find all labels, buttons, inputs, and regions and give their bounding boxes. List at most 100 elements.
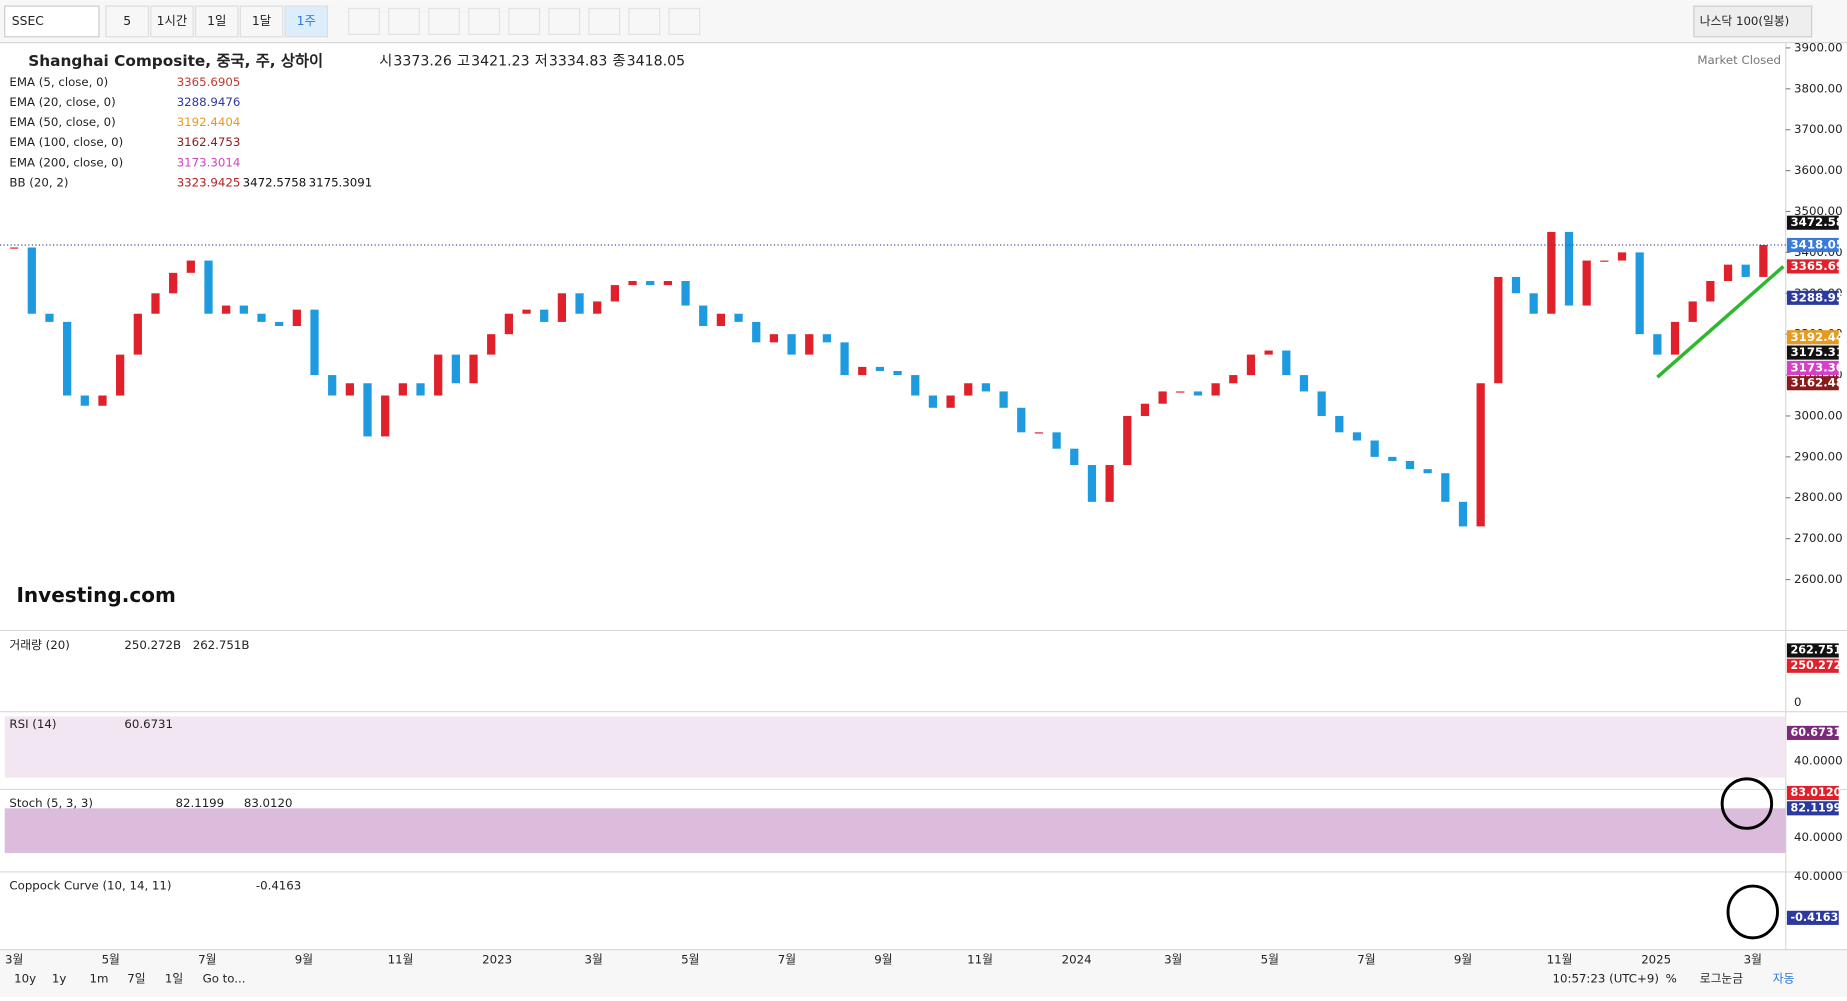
- candle: [63, 321, 72, 396]
- option-button[interactable]: %: [1666, 972, 1677, 986]
- candle: [1688, 301, 1697, 322]
- indicator-value: 3162.4753: [177, 135, 241, 149]
- price-tag: [1786, 237, 1839, 253]
- candle: [275, 321, 284, 326]
- candle: [151, 293, 160, 314]
- tool-button[interactable]: [668, 7, 701, 35]
- panel-title: Coppock Curve (10, 14, 11): [9, 879, 171, 893]
- price-tag: [1786, 360, 1839, 375]
- range-button[interactable]: 7일: [127, 972, 145, 986]
- candle: [752, 321, 761, 343]
- candle: [1052, 432, 1061, 449]
- range-button[interactable]: 1일: [165, 972, 183, 986]
- interval-label[interactable]: 1일: [207, 14, 226, 28]
- candle: [1511, 276, 1521, 294]
- candle: [1034, 432, 1044, 434]
- price-tag-label: 3173.30: [1790, 360, 1844, 374]
- interval-button[interactable]: [239, 5, 284, 38]
- candle: [981, 383, 991, 392]
- ohlc-value: 3334.83: [549, 53, 607, 69]
- interval-button[interactable]: [105, 5, 150, 38]
- indicator-value: 3323.9425: [177, 175, 241, 189]
- compare-label[interactable]: 나스닥 100(일봉): [1700, 14, 1790, 28]
- x-tick-label: 2025: [1641, 953, 1671, 967]
- candle: [345, 383, 354, 396]
- candle: [928, 395, 938, 408]
- x-tick-label: 3월: [5, 953, 23, 967]
- candle: [434, 354, 443, 396]
- tool-button[interactable]: [548, 7, 581, 35]
- y-tick-label: 3800.00: [1794, 81, 1843, 95]
- interval-button[interactable]: [150, 5, 194, 38]
- interval-button[interactable]: [194, 5, 239, 38]
- interval-label[interactable]: 1달: [252, 14, 271, 28]
- ohlc-value: 3373.26: [393, 53, 451, 69]
- panel-value: 250.272B: [124, 638, 181, 652]
- panel-tag: [1786, 643, 1839, 658]
- panel-value: -0.4163: [256, 879, 301, 893]
- interval-button[interactable]: [284, 5, 329, 38]
- price-tag-label: 3472.58: [1790, 215, 1844, 229]
- option-button[interactable]: 로그눈금: [1700, 972, 1743, 986]
- price-tag-label: 3418.05: [1790, 238, 1844, 252]
- panel-value: 82.1199: [176, 796, 225, 810]
- y-tick-label: 2600.00: [1794, 572, 1843, 586]
- candle: [1653, 334, 1662, 355]
- candle: [540, 309, 549, 322]
- candle: [1087, 465, 1097, 502]
- candle: [875, 366, 885, 371]
- candle: [1070, 448, 1079, 466]
- tool-button[interactable]: [348, 7, 380, 35]
- clock: 10:57:23 (UTC+9): [1553, 972, 1659, 986]
- tool-button[interactable]: [588, 7, 621, 35]
- symbol-input[interactable]: [4, 5, 100, 38]
- x-tick-label: 2023: [482, 953, 512, 967]
- candle: [646, 281, 655, 286]
- candle: [1759, 245, 1768, 277]
- candle: [1299, 375, 1309, 392]
- price-tag-label: 3175.31: [1790, 345, 1844, 359]
- indicator-name: EMA (100, close, 0): [9, 135, 123, 149]
- interval-label[interactable]: 1시간: [157, 14, 188, 28]
- highlight-circle: [1726, 884, 1779, 940]
- x-tick-label: 2024: [1062, 953, 1092, 967]
- candle: [1017, 407, 1026, 433]
- indicator-value: 3365.6905: [177, 75, 241, 89]
- candle: [1176, 391, 1185, 393]
- tool-button[interactable]: [428, 7, 460, 35]
- candle: [1405, 460, 1415, 470]
- tool-button[interactable]: [508, 7, 541, 35]
- price-tag-label: 3162.48: [1790, 376, 1844, 390]
- x-tick-label: 7월: [1357, 953, 1375, 967]
- indicator-value: 3288.9476: [177, 95, 241, 109]
- candle: [186, 260, 195, 273]
- symbol: SSEC: [12, 14, 44, 28]
- y-tick-label: 3600.00: [1794, 163, 1843, 177]
- indicator-value: 3175.3091: [309, 175, 373, 189]
- range-button[interactable]: 10y: [14, 972, 36, 986]
- indicator-value: 3192.4404: [177, 115, 241, 129]
- candle: [1246, 354, 1256, 376]
- candle: [1423, 469, 1432, 474]
- tool-button[interactable]: [388, 7, 420, 35]
- candle: [999, 391, 1008, 408]
- option-button[interactable]: 자동: [1773, 972, 1795, 986]
- candle: [363, 383, 372, 437]
- candle: [133, 313, 142, 355]
- range-button[interactable]: 1m: [90, 972, 109, 986]
- interval-label[interactable]: 5: [123, 14, 131, 28]
- range-button[interactable]: Go to...: [203, 972, 246, 986]
- candle: [1494, 276, 1503, 384]
- interval-label[interactable]: 1주: [297, 14, 316, 28]
- ohlc-label: 고: [457, 53, 470, 69]
- candle: [10, 247, 19, 249]
- candle: [822, 334, 832, 343]
- x-tick-label: 5월: [102, 953, 120, 967]
- tool-button[interactable]: [628, 7, 661, 35]
- x-tick-label: 5월: [1261, 953, 1279, 967]
- candle: [1229, 375, 1238, 384]
- tool-button[interactable]: [468, 7, 501, 35]
- compare-select[interactable]: [1693, 5, 1813, 38]
- range-button[interactable]: 1y: [52, 972, 66, 986]
- indicator-name: EMA (20, close, 0): [9, 95, 115, 109]
